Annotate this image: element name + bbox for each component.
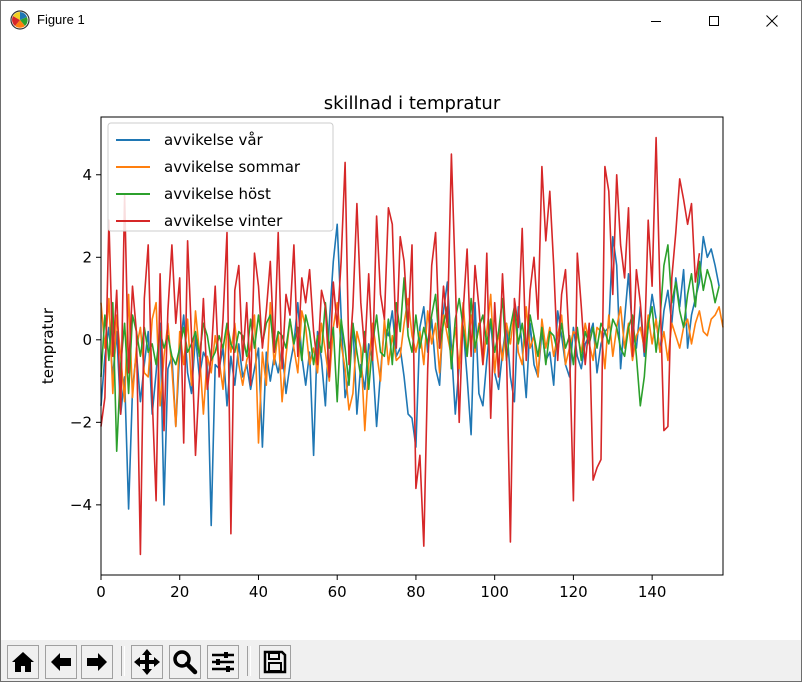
y-tick-label: −4	[70, 496, 92, 514]
save-button[interactable]	[259, 645, 291, 679]
x-tick-label: 100	[480, 583, 509, 601]
y-tick-label: 2	[82, 248, 92, 266]
configure-subplots-button[interactable]	[207, 645, 239, 679]
navigation-toolbar	[1, 640, 801, 681]
y-tick-label: 0	[82, 331, 92, 349]
close-button[interactable]	[749, 1, 795, 40]
chart-title: skillnad i tempratur	[324, 93, 501, 114]
x-tick-label: 40	[249, 583, 268, 601]
toolbar-separator	[121, 646, 125, 676]
maximize-button[interactable]	[691, 1, 737, 40]
minimize-icon	[651, 20, 661, 22]
series-line-4	[100, 136, 701, 556]
x-tick-label: 140	[638, 583, 667, 601]
home-button[interactable]	[7, 645, 39, 679]
x-tick-label: 80	[406, 583, 425, 601]
forward-arrow-icon	[87, 653, 107, 671]
y-tick-label: −2	[70, 413, 92, 431]
window-title: Figure 1	[37, 12, 85, 27]
matplotlib-icon	[10, 10, 30, 30]
legend-label: avvikelse sommar	[164, 158, 301, 176]
y-tick-label: 4	[82, 166, 92, 184]
y-axis-label: tempratur	[39, 307, 57, 384]
save-icon	[263, 650, 287, 674]
configure-subplots-icon	[212, 652, 234, 672]
axes-frame	[100, 116, 724, 576]
legend-label: avvikelse höst	[164, 185, 271, 203]
x-tick-label: 0	[96, 583, 106, 601]
x-tick-label: 20	[170, 583, 189, 601]
legend-box	[107, 122, 334, 232]
pan-icon	[134, 649, 160, 675]
close-icon	[766, 14, 778, 27]
home-icon	[12, 652, 34, 672]
legend-label: avvikelse vår	[164, 131, 264, 149]
line-chart: 0 20 40 60 80 100 120 140 −4 −2 0 2 4 skillnad i temp…	[39, 93, 724, 601]
toolbar-separator	[247, 646, 251, 676]
series-line-1	[100, 223, 720, 527]
pan-button[interactable]	[131, 645, 163, 679]
zoom-icon	[173, 650, 198, 675]
back-arrow-icon	[51, 653, 71, 671]
figure-canvas[interactable]: 0 20 40 60 80 100 120 140 −4 −2 0 2 4 skillnad i temp…	[1, 40, 801, 640]
zoom-button[interactable]	[169, 645, 201, 679]
back-button[interactable]	[45, 645, 77, 679]
x-tick-label: 120	[559, 583, 588, 601]
legend-label: avvikelse vinter	[164, 212, 283, 230]
forward-button[interactable]	[81, 645, 113, 679]
maximize-icon	[709, 15, 719, 26]
series-line-2	[100, 293, 724, 444]
title-bar: Figure 1	[1, 1, 801, 40]
minimize-button[interactable]	[633, 1, 679, 40]
x-tick-label: 60	[328, 583, 347, 601]
